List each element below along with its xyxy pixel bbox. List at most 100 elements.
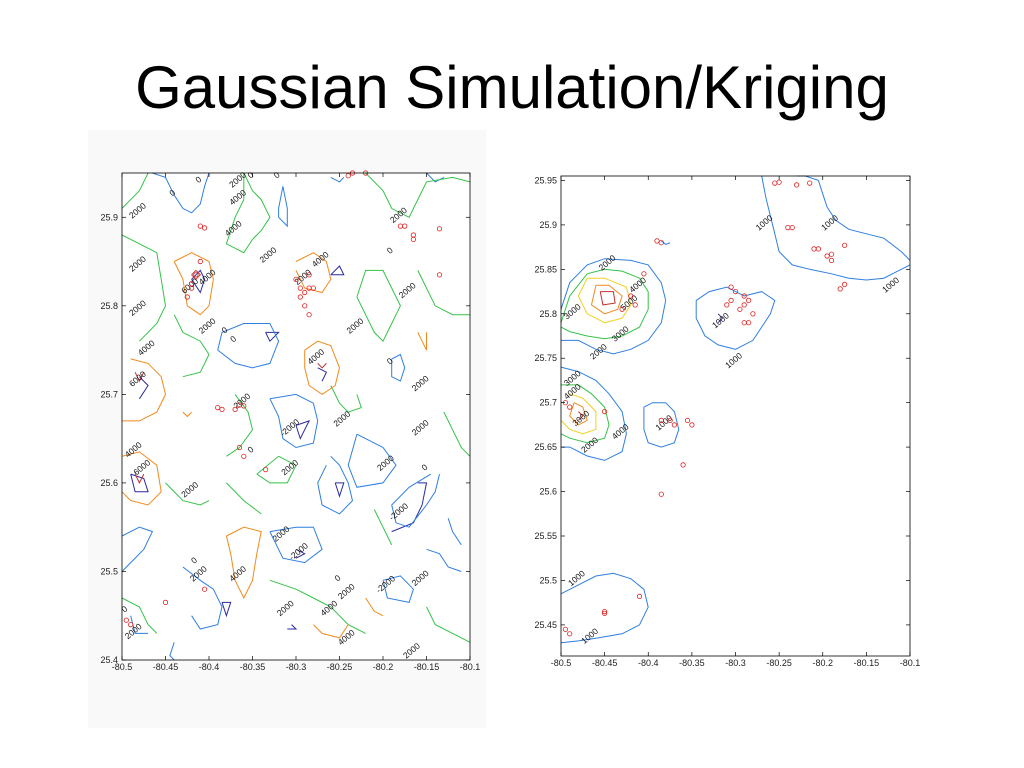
- contour-line: [265, 331, 280, 343]
- data-point: [306, 312, 312, 318]
- contour-line: [134, 473, 145, 485]
- data-point: [619, 306, 625, 312]
- data-point: [641, 271, 647, 277]
- contour-line: [317, 367, 328, 382]
- contour-line: [169, 642, 175, 661]
- data-point: [828, 257, 835, 263]
- contour-line: [660, 240, 671, 245]
- contour-line: [191, 269, 202, 281]
- data-point: [658, 240, 664, 246]
- x-tick-label: -80.1: [900, 658, 921, 668]
- contour-line: [560, 572, 649, 644]
- data-point: [789, 225, 795, 231]
- contour-line: [330, 176, 345, 183]
- contour-line: [373, 509, 393, 546]
- contour-label: 0: [420, 462, 430, 473]
- y-tick-label: 25.5: [539, 575, 557, 585]
- contour-line: [365, 597, 384, 617]
- y-tick-label: 25.5: [100, 566, 118, 576]
- contour-line: [121, 172, 149, 209]
- data-point: [837, 286, 843, 292]
- contour-line: [182, 566, 223, 630]
- contour-series: [560, 268, 649, 444]
- slide-title: Gaussian Simulation/Kriging: [135, 54, 889, 121]
- data-point: [658, 417, 664, 423]
- contour-line: [560, 393, 597, 435]
- y-tick-label: 25.6: [539, 487, 557, 497]
- x-tick-label: -80.25: [327, 662, 353, 672]
- data-point: [215, 404, 221, 411]
- y-tick-label: 25.85: [534, 264, 557, 274]
- contour-label: 0: [385, 356, 395, 367]
- contour-label: 0: [189, 555, 199, 566]
- contour-line: [173, 252, 214, 316]
- contour-line: [447, 518, 462, 546]
- data-point: [632, 302, 638, 308]
- data-point: [410, 236, 416, 242]
- contour-label: 0: [385, 245, 395, 256]
- data-point: [128, 621, 134, 628]
- data-point: [197, 223, 203, 229]
- x-tick-label: -80.5: [551, 658, 572, 668]
- y-tick-label: 25.7: [100, 389, 118, 399]
- x-tick-label: -80.25: [766, 658, 792, 668]
- y-tick-label: 25.9: [539, 220, 557, 230]
- data-point: [562, 626, 569, 632]
- contour-series: [717, 313, 724, 324]
- contour-series: [121, 172, 471, 643]
- data-point: [436, 226, 443, 232]
- contour-line: [796, 175, 911, 261]
- contour-label: 0: [228, 333, 238, 344]
- data-point: [732, 288, 739, 295]
- contour-line: [599, 291, 616, 306]
- contour-line: [347, 433, 397, 488]
- contour-line: [226, 394, 254, 457]
- data-point: [232, 406, 238, 412]
- contour-line: [304, 340, 341, 396]
- x-tick-label: -80.35: [679, 658, 705, 668]
- contour-label: 0: [167, 187, 177, 198]
- data-point: [202, 225, 208, 231]
- data-point: [202, 586, 208, 592]
- y-tick-label: 25.45: [534, 620, 557, 630]
- contour-label: 0: [246, 444, 256, 455]
- data-point: [302, 303, 308, 309]
- contour-line: [426, 548, 462, 572]
- data-point: [658, 491, 664, 497]
- contour-line: [152, 172, 210, 214]
- data-point: [241, 403, 247, 409]
- contour-line: [287, 624, 298, 630]
- contour-line: [269, 526, 323, 564]
- x-tick-label: -80.2: [373, 662, 394, 672]
- contour-line: [391, 473, 440, 528]
- data-point: [297, 294, 303, 300]
- data-point: [741, 302, 747, 308]
- contour-line: [138, 376, 149, 400]
- data-point: [728, 284, 734, 290]
- data-point: [567, 404, 573, 410]
- data-point: [689, 422, 695, 428]
- data-point: [189, 281, 195, 287]
- plot-area: [561, 176, 910, 656]
- contour-line: [569, 402, 588, 426]
- contour-line: [182, 411, 192, 418]
- data-point: [162, 599, 169, 606]
- y-tick-label: 25.7: [539, 398, 557, 408]
- contour-line: [130, 615, 149, 634]
- data-point: [197, 258, 203, 265]
- contour-label: 0: [219, 325, 229, 336]
- data-point: [824, 253, 830, 259]
- contour-line: [356, 269, 401, 343]
- data-point: [236, 444, 243, 451]
- contour-line: [221, 601, 232, 618]
- contour-line: [295, 548, 306, 559]
- x-tick-label: -80.4: [199, 662, 220, 672]
- contour-line: [426, 606, 471, 643]
- x-tick-label: -80.1: [460, 662, 481, 672]
- data-point: [841, 242, 848, 248]
- contour-line: [330, 265, 345, 276]
- contour-line: [173, 314, 210, 378]
- contour-series: [578, 291, 616, 421]
- contour-line: [391, 353, 406, 382]
- x-tick-label: -80.35: [240, 662, 266, 672]
